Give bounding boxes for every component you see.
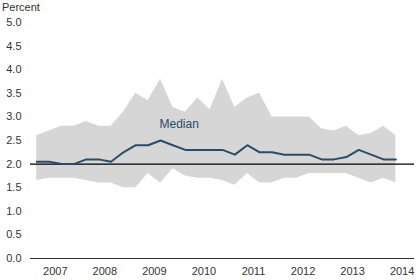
svg-text:0.5: 0.5 [6, 228, 21, 240]
svg-text:2012: 2012 [291, 265, 315, 277]
svg-text:4.0: 4.0 [6, 63, 21, 75]
svg-text:1.0: 1.0 [6, 205, 21, 217]
svg-text:2010: 2010 [192, 265, 216, 277]
svg-text:2011: 2011 [242, 265, 266, 277]
svg-text:2.5: 2.5 [6, 134, 21, 146]
svg-text:2007: 2007 [43, 265, 67, 277]
svg-text:3.0: 3.0 [6, 110, 21, 122]
svg-text:0.0: 0.0 [6, 252, 21, 264]
svg-text:3.5: 3.5 [6, 87, 21, 99]
svg-text:4.5: 4.5 [6, 40, 21, 52]
svg-text:2013: 2013 [340, 265, 364, 277]
svg-text:5.0: 5.0 [6, 16, 21, 28]
svg-text:2009: 2009 [142, 265, 166, 277]
svg-text:2008: 2008 [93, 265, 117, 277]
svg-text:Median: Median [159, 117, 198, 131]
svg-text:2014: 2014 [390, 265, 414, 277]
svg-text:2.0: 2.0 [6, 158, 21, 170]
html-text:Percent: Percent [2, 1, 40, 13]
svg-text:1.5: 1.5 [6, 181, 21, 193]
